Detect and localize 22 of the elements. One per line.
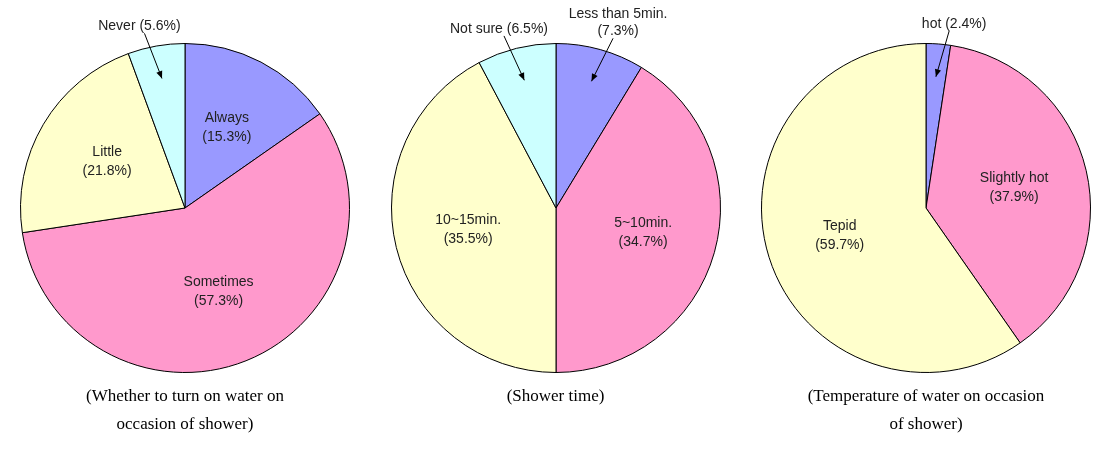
text: (Shower time): [505, 385, 606, 407]
slice-label: Always: [204, 109, 250, 126]
data-label: (7.3%): [596, 22, 639, 39]
slice-label: Slightly hot: [979, 168, 1049, 185]
data-label: (35.5%): [443, 230, 493, 247]
data-label: (15.3%): [202, 128, 252, 145]
data-label: (21.8%): [82, 162, 132, 179]
slice-label: Not sure (6.5%): [449, 19, 548, 36]
text: (Temperature of water on occasion of shower): [806, 385, 1046, 435]
slice-label: 10~15min.: [434, 211, 501, 228]
data-label: (34.7%): [618, 232, 668, 249]
slice-label: 5~10min.: [613, 213, 672, 230]
slice-label: hot (2.4%): [921, 14, 987, 31]
data-label: (37.9%): [989, 187, 1039, 204]
slice-label: Never (5.6%): [98, 17, 181, 34]
slice-label: Less than 5min.: [568, 5, 667, 22]
data-label: (59.7%): [815, 235, 865, 252]
data-label: (57.3%): [194, 292, 244, 309]
slice-label: Tepid: [822, 216, 857, 233]
slice-label: Sometimes: [183, 273, 254, 290]
text: (Whether to turn on water on occasion of shower): [85, 385, 285, 435]
slice-label: Little: [92, 143, 123, 160]
